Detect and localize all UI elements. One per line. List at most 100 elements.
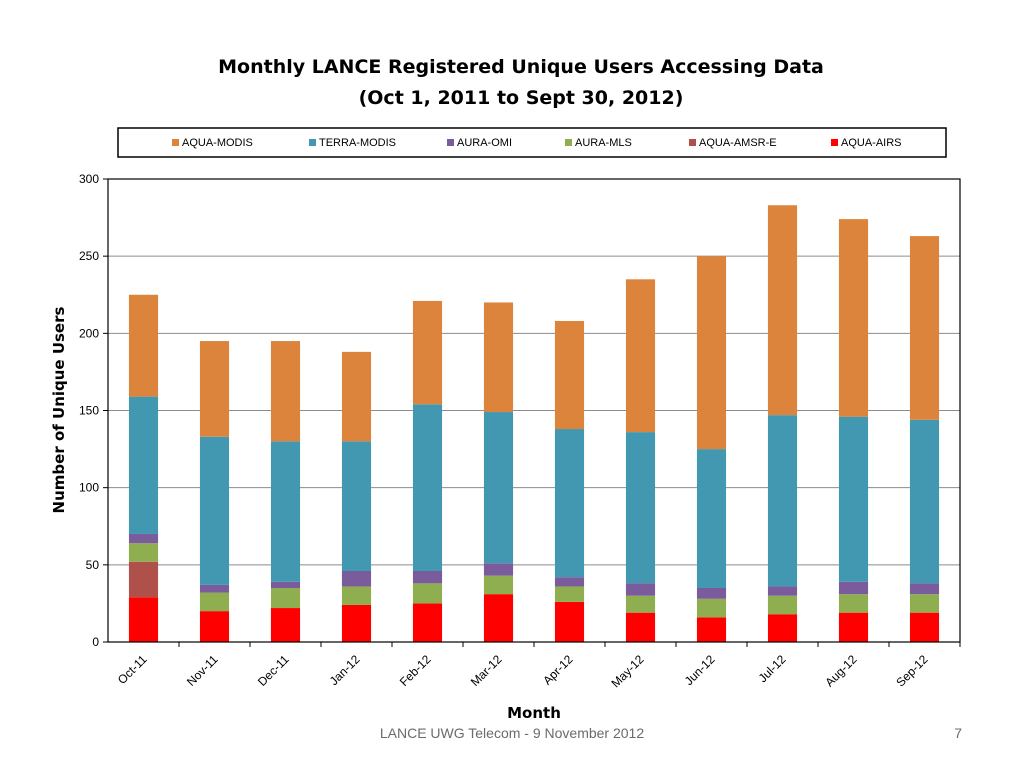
chart-subtitle: (Oct 1, 2011 to Sept 30, 2012) [359,87,684,109]
chart-title: Monthly LANCE Registered Unique Users Ac… [218,56,824,78]
bar-segment-aura-mls-dec-11 [270,587,301,609]
bar-segment-aura-omi-dec-11 [270,581,301,588]
bar-segment-aqua-modis-jun-12 [696,256,727,450]
legend-item-terra-modis: TERRA-MODIS [309,137,396,149]
legend-item-aqua-modis: AQUA-MODIS [172,137,253,149]
bar-segment-aura-omi-sep-12 [909,583,940,595]
x-tick-label-jan-12: Jan-12 [327,652,363,688]
bar-segment-aqua-modis-apr-12 [554,320,585,430]
bar-segment-aqua-modis-dec-11 [270,341,301,442]
bar-segment-aura-mls-apr-12 [554,586,585,602]
gridlines [108,255,960,566]
bar-segment-aqua-airs-dec-11 [270,608,301,642]
bar-segment-aqua-modis-mar-12 [483,302,514,413]
bar-segment-aura-mls-jul-12 [767,595,798,615]
legend-swatch [831,139,838,146]
bar-segment-terra-modis-oct-11 [128,396,159,534]
x-tick-label-may-12: May-12 [608,652,646,690]
bar-segment-aqua-modis-jul-12 [767,205,798,416]
bar-segment-aqua-airs-aug-12 [838,612,869,642]
bar-segment-aura-omi-mar-12 [483,563,514,576]
bars [128,205,940,642]
x-tick-label-dec-11: Dec-11 [255,652,292,689]
x-tick-label-jul-12: Jul-12 [756,652,789,685]
bar-segment-aqua-modis-oct-11 [128,294,159,397]
bar-segment-aura-omi-jan-12 [341,571,372,587]
bar-segment-aura-mls-nov-11 [199,592,230,612]
bar-segment-aura-omi-oct-11 [128,533,159,544]
y-axis-title: Number of Unique Users [50,307,68,514]
y-tick-label: 150 [79,404,99,418]
x-tick-label-feb-12: Feb-12 [397,652,434,689]
bar-segment-terra-modis-mar-12 [483,412,514,564]
bar-segment-aqua-amsr-e-oct-11 [128,561,159,598]
x-tick-label-oct-11: Oct-11 [115,652,150,687]
x-tick-label-nov-11: Nov-11 [184,652,221,689]
footer-text: LANCE UWG Telecom - 9 November 2012 [380,725,644,741]
x-tick-label-apr-12: Apr-12 [540,652,576,688]
bar-segment-aura-omi-jun-12 [696,587,727,599]
bar-segment-aura-mls-may-12 [625,595,656,613]
legend-label: AQUA-AMSR-E [699,137,777,149]
y-tick-label: 250 [79,249,99,263]
bar-segment-terra-modis-feb-12 [412,404,443,572]
bar-segment-aqua-airs-feb-12 [412,603,443,642]
bar-segment-aura-mls-feb-12 [412,583,443,604]
bar-segment-aqua-airs-jan-12 [341,604,372,642]
bar-segment-aura-mls-sep-12 [909,594,940,613]
bar-segment-aura-mls-oct-11 [128,543,159,562]
legend-label: AQUA-MODIS [182,137,253,149]
bar-segment-aqua-airs-mar-12 [483,594,514,642]
bar-segment-aqua-airs-oct-11 [128,597,159,642]
y-tick-label: 300 [79,172,99,186]
bar-segment-aqua-airs-apr-12 [554,601,585,642]
legend-swatch [689,139,696,146]
x-tick-label-jun-12: Jun-12 [682,652,718,688]
bar-segment-aqua-modis-jan-12 [341,351,372,442]
legend-label: AURA-MLS [575,137,632,149]
legend-swatch [309,139,316,146]
x-tick-label-mar-12: Mar-12 [468,652,505,689]
bar-segment-terra-modis-jun-12 [696,449,727,588]
bar-segment-aura-omi-apr-12 [554,577,585,587]
y-tick-label: 50 [86,558,100,572]
bar-segment-aqua-airs-jun-12 [696,617,727,642]
legend-swatch [172,139,179,146]
page-number: 7 [954,725,962,741]
legend-swatch [565,139,572,146]
bar-segment-terra-modis-apr-12 [554,429,585,578]
legend-swatch [447,139,454,146]
bar-segment-terra-modis-sep-12 [909,419,940,584]
legend-label: TERRA-MODIS [319,137,396,149]
legend-label: AQUA-AIRS [841,137,902,149]
bar-segment-aura-omi-aug-12 [838,581,869,595]
x-axis-ticks: Oct-11 Nov-11 Dec-11 Jan-12 Feb-12 Mar-12 Apr-… [115,642,961,690]
bar-segment-terra-modis-nov-11 [199,436,230,585]
bar-segment-aura-mls-jun-12 [696,598,727,618]
bar-segment-aqua-airs-may-12 [625,612,656,642]
y-tick-label: 200 [79,326,99,340]
bar-segment-terra-modis-jan-12 [341,441,372,572]
bar-segment-aqua-modis-nov-11 [199,341,230,437]
bar-segment-aqua-modis-may-12 [625,279,656,433]
bar-segment-terra-modis-aug-12 [838,416,869,582]
x-tick-label-sep-12: Sep-12 [893,652,930,689]
x-tick-label-aug-12: Aug-12 [822,652,859,689]
legend-item-aura-omi: AURA-OMI [447,137,512,149]
bar-segment-terra-modis-may-12 [625,432,656,584]
legend-label: AURA-OMI [457,137,512,149]
legend: AQUA-MODIS TERRA-MODIS AURA-OMI AURA-MLS AQU… [172,137,902,149]
bar-segment-aura-mls-jan-12 [341,586,372,605]
bar-segment-aura-omi-jul-12 [767,586,798,596]
legend-item-aqua-amsr-e: AQUA-AMSR-E [689,137,777,149]
bar-segment-aura-mls-aug-12 [838,594,869,613]
legend-item-aqua-airs: AQUA-AIRS [831,137,902,149]
bar-segment-aura-omi-may-12 [625,583,656,596]
bar-segment-aura-omi-nov-11 [199,584,230,593]
bar-segment-aqua-airs-jul-12 [767,614,798,642]
legend-box [117,127,947,158]
bar-segment-aqua-modis-sep-12 [909,236,940,420]
bar-segment-terra-modis-jul-12 [767,415,798,587]
bar-segment-aura-omi-feb-12 [412,571,443,584]
